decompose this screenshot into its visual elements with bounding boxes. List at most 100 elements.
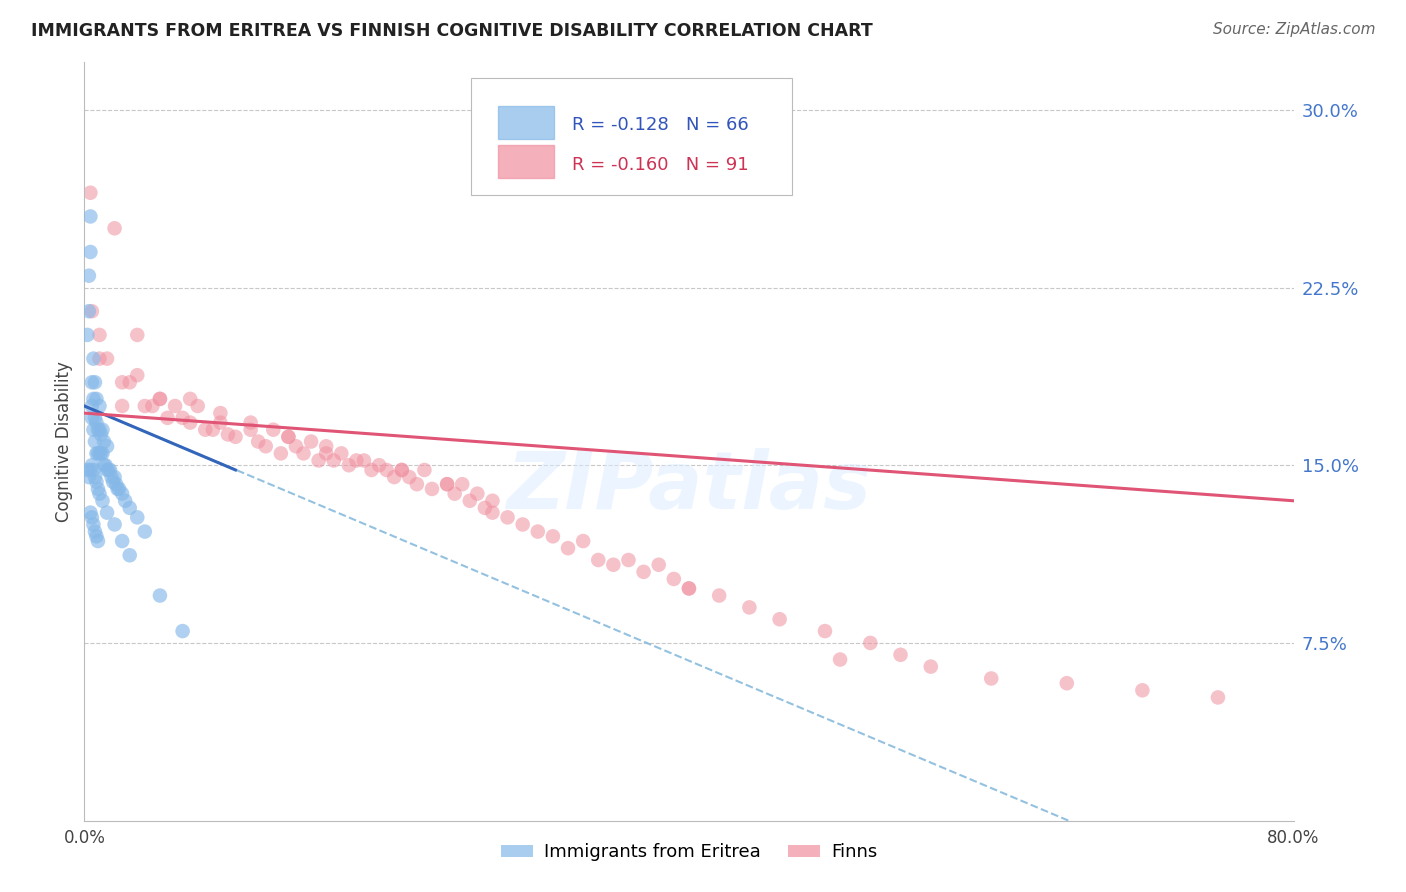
Point xyxy=(80,510,103,524)
FancyBboxPatch shape xyxy=(498,105,554,139)
Point xyxy=(84,524,107,539)
Point xyxy=(225,430,247,444)
Point xyxy=(890,648,912,662)
Point xyxy=(82,423,104,437)
Text: R = -0.160   N = 91: R = -0.160 N = 91 xyxy=(572,156,748,174)
Point xyxy=(87,482,110,496)
Point xyxy=(277,430,299,444)
Point xyxy=(481,493,503,508)
Point xyxy=(648,558,671,572)
Point xyxy=(141,399,163,413)
Point xyxy=(633,565,655,579)
Point xyxy=(353,453,375,467)
Point xyxy=(91,423,114,437)
Point xyxy=(149,392,172,406)
Point xyxy=(84,410,107,425)
Point xyxy=(118,500,141,515)
Point xyxy=(79,186,101,200)
Point xyxy=(217,427,239,442)
Point xyxy=(82,351,104,366)
Point xyxy=(330,446,353,460)
Point xyxy=(80,304,103,318)
Point xyxy=(315,446,337,460)
Point xyxy=(541,529,564,543)
Point xyxy=(406,477,429,491)
Text: R = -0.128   N = 66: R = -0.128 N = 66 xyxy=(572,116,748,135)
Point xyxy=(104,517,127,532)
Point xyxy=(277,430,299,444)
Point xyxy=(451,477,474,491)
Point xyxy=(76,463,98,477)
Point xyxy=(84,376,107,390)
Point xyxy=(322,453,344,467)
Point xyxy=(111,486,134,500)
Point xyxy=(572,534,595,549)
FancyBboxPatch shape xyxy=(498,145,554,178)
Point xyxy=(80,399,103,413)
Point xyxy=(108,482,131,496)
Point xyxy=(87,446,110,460)
Point xyxy=(172,624,194,639)
Point xyxy=(149,589,172,603)
Point xyxy=(97,463,120,477)
Point xyxy=(111,534,134,549)
Point xyxy=(101,475,124,489)
Point xyxy=(86,475,108,489)
Point xyxy=(458,493,481,508)
Point xyxy=(86,529,108,543)
Point xyxy=(89,446,111,460)
Point xyxy=(91,493,114,508)
Point xyxy=(709,589,731,603)
Point xyxy=(662,572,685,586)
Point xyxy=(254,439,277,453)
Point xyxy=(308,453,330,467)
Point xyxy=(80,458,103,473)
Point xyxy=(814,624,837,639)
Point xyxy=(467,486,489,500)
Point xyxy=(239,416,262,430)
Point xyxy=(165,399,187,413)
Point xyxy=(368,458,391,473)
Text: IMMIGRANTS FROM ERITREA VS FINNISH COGNITIVE DISABILITY CORRELATION CHART: IMMIGRANTS FROM ERITREA VS FINNISH COGNI… xyxy=(31,22,873,40)
Point xyxy=(98,463,121,477)
Point xyxy=(602,558,624,572)
Point xyxy=(118,376,141,390)
Point xyxy=(79,463,101,477)
Point xyxy=(107,482,129,496)
Point xyxy=(96,351,118,366)
Point xyxy=(86,416,108,430)
Point xyxy=(769,612,792,626)
Point xyxy=(292,446,315,460)
Point xyxy=(93,458,115,473)
Point xyxy=(90,446,112,460)
Point xyxy=(247,434,270,449)
Point xyxy=(111,376,134,390)
Point xyxy=(127,510,149,524)
Point xyxy=(859,636,882,650)
Point xyxy=(89,486,111,500)
Point xyxy=(239,423,262,437)
FancyBboxPatch shape xyxy=(471,78,792,195)
Point xyxy=(201,423,224,437)
Point xyxy=(89,399,111,413)
Point xyxy=(80,376,103,390)
Point xyxy=(134,524,156,539)
Point xyxy=(179,416,201,430)
Point xyxy=(382,470,405,484)
Point xyxy=(89,327,111,342)
Point xyxy=(1130,683,1153,698)
Point xyxy=(104,470,127,484)
Point xyxy=(920,659,942,673)
Point xyxy=(172,410,194,425)
Point xyxy=(588,553,610,567)
Point xyxy=(149,392,172,406)
Point xyxy=(337,458,360,473)
Point xyxy=(82,517,104,532)
Point xyxy=(443,486,465,500)
Point xyxy=(187,399,209,413)
Point xyxy=(194,423,217,437)
Point xyxy=(738,600,761,615)
Point xyxy=(96,506,118,520)
Point xyxy=(436,477,458,491)
Point xyxy=(79,244,101,259)
